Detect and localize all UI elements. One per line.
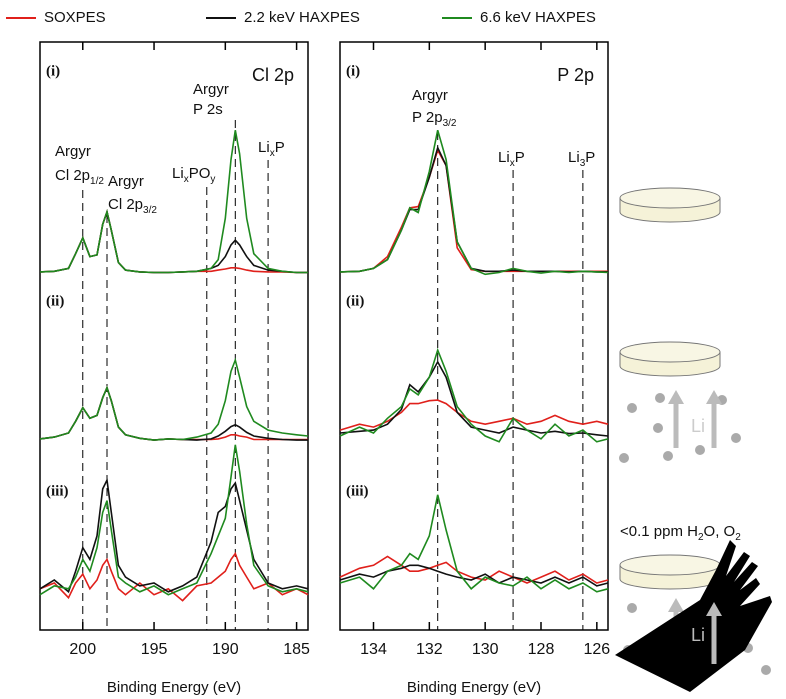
annotation-run: P 2s [193, 101, 223, 118]
annotation: LixPOy [172, 165, 215, 185]
annotation-run: P 2p [412, 109, 443, 126]
x-tick-label: 132 [416, 641, 443, 658]
x-tick-label: 195 [141, 641, 168, 658]
annotation: Argyr [193, 81, 229, 98]
annotation-run: Li [568, 149, 580, 166]
legend-label: SOXPES [44, 9, 106, 26]
annotation: Argyr [108, 173, 144, 190]
annotation-run: Argyr [55, 143, 91, 160]
panel-title: P 2p [557, 65, 594, 85]
annotation-run: Argyr [412, 87, 448, 104]
disk [619, 341, 721, 377]
annotation-run: x [270, 148, 275, 159]
annotation-run: Argyr [108, 173, 144, 190]
spectrum [339, 347, 609, 443]
panel-label: (iii) [346, 483, 369, 499]
annotation-run: Li [258, 139, 270, 156]
li-arrow-head [706, 602, 722, 616]
annotation: P 2s [193, 101, 223, 118]
annotation: Cl 2p3/2 [108, 196, 157, 216]
annotation-run: P [585, 149, 595, 166]
illustration: Li Li <0.1 ppm H2O, O2 [615, 187, 772, 692]
disk [619, 554, 721, 590]
x-tick-label: 134 [360, 641, 387, 658]
spectrum [339, 145, 608, 273]
annotation-run: Li [172, 165, 184, 182]
annotation: Argyr [412, 87, 448, 104]
annotation-run: x [510, 158, 515, 169]
spectrum [39, 130, 308, 274]
spectrum [39, 477, 309, 594]
annotation-run: Cl 2p [108, 196, 143, 213]
disk [619, 187, 721, 223]
annotation-run: x [184, 174, 189, 185]
spectrum [339, 360, 609, 437]
spectrum [39, 551, 309, 602]
plot-frame [39, 41, 309, 631]
condition-label: <0.1 ppm H2O, O2 [620, 523, 741, 543]
annotation-run: y [210, 174, 215, 185]
annotation: LixP [498, 149, 525, 169]
legend-label: 2.2 keV HAXPES [244, 9, 360, 26]
legend-label: 6.6 keV HAXPES [480, 9, 596, 26]
panel-title: Cl 2p [252, 65, 294, 85]
glove [615, 540, 772, 692]
x-axis-label: Binding Energy (eV) [107, 679, 241, 696]
li-label: Li [691, 625, 705, 645]
spectrum [339, 564, 609, 587]
panel-label: (i) [346, 63, 360, 79]
panel-label: (i) [46, 63, 60, 79]
annotation-run: P [275, 139, 285, 156]
annotation-run: 3 [580, 158, 586, 169]
x-tick-label: 128 [528, 641, 555, 658]
spectrum [339, 555, 609, 584]
annotation-run: 3/2 [143, 205, 157, 216]
x-tick-label: 190 [212, 641, 239, 658]
panel-label: (ii) [46, 293, 64, 309]
annotation-run: 3/2 [443, 118, 457, 129]
annotation-run: Li [498, 149, 510, 166]
spectrum [39, 444, 309, 596]
annotation-run: PO [189, 165, 211, 182]
panel-label: (iii) [46, 483, 69, 499]
annotation: Argyr [55, 143, 91, 160]
x-tick-label: 130 [472, 641, 499, 658]
panel-label: (ii) [346, 293, 364, 309]
x-tick-label: 126 [583, 641, 610, 658]
annotation: P 2p3/2 [412, 109, 457, 129]
annotation-run: Argyr [193, 81, 229, 98]
x-tick-label: 200 [69, 641, 96, 658]
spectrum [39, 357, 309, 441]
annotation-run: Cl 2p [55, 167, 90, 184]
spectrum [339, 494, 609, 593]
spectrum [339, 148, 608, 273]
annotation-run: P [515, 149, 525, 166]
plot-frame [339, 41, 609, 631]
annotation-run: 1/2 [90, 176, 104, 187]
x-axis-label: Binding Energy (eV) [407, 679, 541, 696]
li-label: Li [691, 416, 705, 436]
annotation: Cl 2p1/2 [55, 167, 104, 187]
annotation: LixP [258, 139, 285, 159]
annotation: Li3P [568, 149, 595, 169]
x-tick-label: 185 [283, 641, 310, 658]
spectrum [339, 129, 609, 276]
